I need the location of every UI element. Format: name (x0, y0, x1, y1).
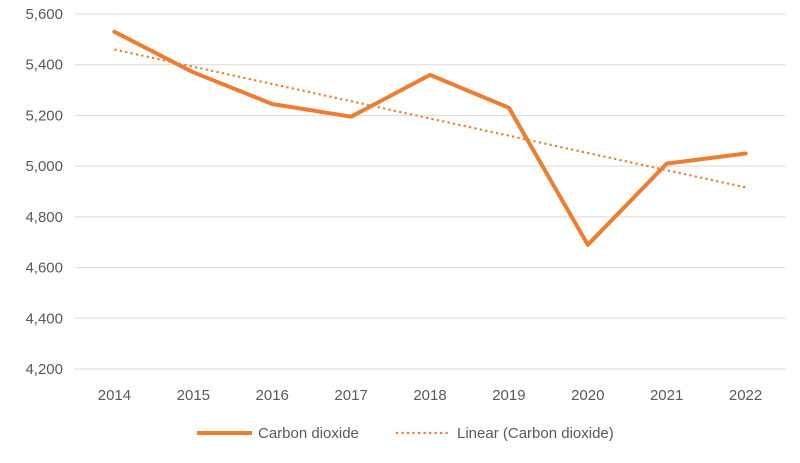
series-lines (112, 29, 748, 247)
x-tick-label: 2019 (492, 387, 525, 404)
legend-item: Linear (Carbon dioxide) (396, 425, 614, 442)
legend-item: Carbon dioxide (197, 425, 359, 442)
x-tick-label: 2016 (256, 387, 289, 404)
x-tick-label: 2014 (98, 387, 131, 404)
x-tick-label: 2021 (650, 387, 683, 404)
y-tick-label: 5,600 (25, 6, 63, 23)
x-tick-label: 2015 (177, 387, 210, 404)
x-tick-label: 2020 (571, 387, 604, 404)
y-tick-label: 4,800 (25, 209, 63, 226)
legend-label: Carbon dioxide (258, 425, 359, 442)
x-axis-tick-labels: 2014 2015 2016 2017 2018 2019 2020 2021 2022 (98, 387, 762, 404)
y-axis-tick-labels: 4,200 4,400 4,600 4,800 5,000 5,200 5,400 5,600 (25, 6, 63, 378)
y-tick-label: 5,200 (25, 107, 63, 124)
x-tick-label: 2018 (413, 387, 446, 404)
y-tick-label: 5,400 (25, 57, 63, 74)
legend: Carbon dioxide Linear (Carbon dioxide) (197, 425, 614, 442)
series-line (112, 29, 748, 247)
x-tick-label: 2022 (729, 387, 762, 404)
y-tick-label: 4,600 (25, 260, 63, 277)
x-tick-label: 2017 (334, 387, 367, 404)
y-tick-label: 4,400 (25, 310, 63, 327)
y-tick-label: 4,200 (25, 361, 63, 378)
y-tick-label: 5,000 (25, 158, 63, 175)
legend-label: Linear (Carbon dioxide) (457, 425, 614, 442)
gridlines (75, 13, 785, 370)
trendline (114, 48, 746, 189)
